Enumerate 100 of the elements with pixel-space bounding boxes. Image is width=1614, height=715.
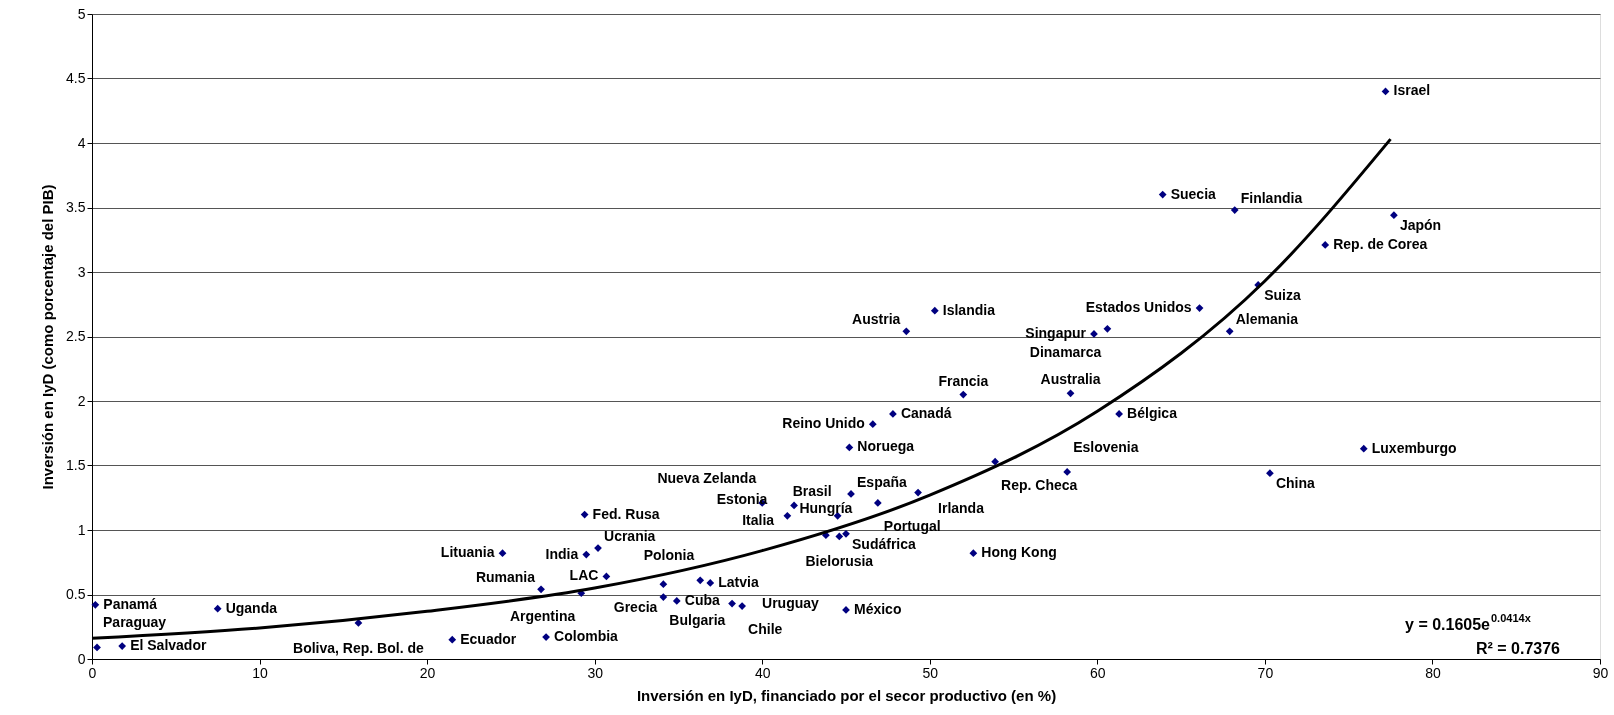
x-tick-label: 90 (1592, 664, 1609, 681)
point (696, 576, 705, 585)
point (868, 420, 877, 429)
point (930, 306, 939, 315)
data-label: Lituania (440, 544, 495, 561)
data-label: El Salvador (130, 637, 207, 654)
data-label: Israel (1393, 82, 1431, 99)
point (1195, 304, 1204, 312)
data-label: Argentina (509, 608, 576, 625)
data-label: Irlanda (938, 499, 985, 516)
data-label: Fed. Rusa (592, 505, 660, 522)
point (728, 599, 736, 608)
data-label: Canadá (900, 404, 952, 421)
point (1115, 410, 1123, 418)
data-label: Estonia (716, 490, 768, 507)
point (873, 499, 882, 507)
data-label: Sudáfrica (852, 535, 917, 552)
point (1090, 330, 1098, 338)
point (1063, 468, 1072, 476)
point (706, 579, 715, 587)
data-label: India (545, 545, 579, 562)
data-label: Japón (1399, 217, 1442, 234)
data-label: Ucrania (604, 528, 656, 545)
point (659, 580, 668, 589)
data-label: Australia (1040, 371, 1101, 388)
data-label: Francia (938, 372, 989, 389)
annotation: R² = 0.7376 (1475, 640, 1561, 657)
data-label: Bélgica (1127, 404, 1178, 421)
point (842, 530, 850, 538)
point (213, 604, 222, 613)
y-tick-label: 2 (77, 392, 86, 409)
data-label: Austria (852, 311, 901, 328)
data-label: Portugal (883, 517, 941, 534)
data-label: Rep. Checa (1001, 476, 1078, 493)
data-label: Reino Unido (782, 415, 865, 432)
x-tick-label: 50 (922, 664, 939, 681)
data-label: España (857, 473, 908, 490)
point (1321, 241, 1330, 249)
x-tick-label: 40 (754, 664, 771, 681)
y-tick-label: 2.5 (66, 328, 86, 344)
point (498, 549, 507, 558)
data-label: Bielorusia (805, 553, 874, 570)
y-tick-label: 0.5 (66, 586, 86, 602)
data-label: México (854, 600, 902, 617)
point (783, 511, 792, 520)
data-label: Chile (748, 621, 783, 638)
point (582, 550, 591, 559)
y-tick-label: 3 (77, 263, 86, 280)
data-label: Grecia (613, 599, 658, 616)
data-label: Bulgaria (669, 612, 726, 629)
y-tick-label: 1.5 (66, 457, 86, 473)
x-tick-label: 10 (252, 664, 269, 681)
data-label: Panamá (103, 595, 158, 612)
data-label: Colombia (554, 628, 619, 645)
y-tick-label: 1 (77, 521, 86, 538)
point (1230, 206, 1239, 214)
data-label: Latvia (718, 573, 759, 590)
data-label: Estados Unidos (1085, 299, 1192, 316)
data-label: Brasil (792, 482, 832, 499)
data-label: Polonia (643, 547, 695, 564)
point (118, 642, 127, 650)
x-tick-label: 70 (1257, 664, 1274, 681)
data-label: Singapur (1025, 324, 1087, 341)
data-label: China (1275, 475, 1316, 492)
data-label: Rumania (475, 569, 536, 586)
data-label: Uganda (225, 599, 278, 616)
point (738, 602, 746, 610)
point (1103, 324, 1112, 333)
point (354, 619, 363, 627)
y-tick-label: 5 (77, 5, 86, 22)
data-label: Rep. de Corea (1333, 235, 1428, 252)
point (537, 585, 545, 594)
data-label: Suecia (1170, 185, 1217, 202)
x-tick-label: 30 (587, 664, 604, 681)
x-tick-label: 80 (1425, 664, 1441, 681)
data-label: Eslovenia (1073, 438, 1139, 455)
data-label: Uruguay (762, 594, 820, 611)
x-tick-label: 20 (419, 664, 436, 681)
point (1225, 327, 1234, 336)
y-axis-title: Inversión en IyD (como porcentaje del PIB) (39, 184, 57, 490)
x-tick-label: 60 (1090, 664, 1106, 681)
point (1266, 469, 1274, 478)
x-axis-title: Inversión en IyD, financiado por el secor productivo (en %) (636, 686, 1057, 704)
data-label: Hong Kong (981, 544, 1057, 561)
data-label: LAC (569, 567, 599, 584)
data-label: Boliva, Rep. Bol. de (293, 639, 424, 656)
point (93, 643, 101, 652)
point (1359, 444, 1368, 453)
data-label: Hungría (799, 500, 853, 517)
y-tick-label: 4.5 (66, 70, 86, 86)
point (659, 593, 668, 601)
x-tick-label: 0 (88, 664, 97, 681)
point (845, 443, 854, 452)
point (1158, 190, 1167, 199)
point (1390, 211, 1398, 220)
data-label: Islandia (942, 301, 996, 318)
data-label: Paraguay (103, 614, 167, 631)
point (1066, 389, 1075, 398)
data-label: Italia (742, 512, 775, 529)
point (91, 600, 100, 609)
